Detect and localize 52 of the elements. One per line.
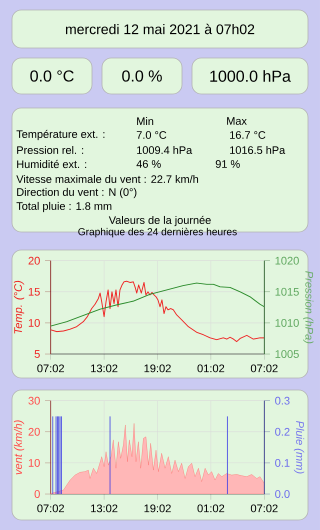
- y-tick-label: 10: [28, 319, 40, 327]
- x-tick-label: 01:02: [197, 504, 224, 512]
- text: Total pluie : 1.8 mm: [16, 202, 112, 212]
- x-tick-label: 13:02: [91, 504, 118, 512]
- text: 46 %: [136, 160, 161, 168]
- y-tick-label: 20: [28, 428, 40, 436]
- y2-tick-label: 1015: [276, 288, 299, 296]
- x-tick-label: 07:02: [250, 504, 278, 512]
- x-tick-label: 13:02: [91, 364, 118, 372]
- y2-tick-label: 1005: [276, 350, 299, 358]
- x-tick-label: 01:02: [197, 364, 224, 372]
- y-tick-label: 5: [34, 350, 40, 358]
- text: Température ext. :: [16, 130, 104, 140]
- text: 1016.5 hPa: [230, 146, 286, 154]
- text: 91 %: [216, 160, 240, 168]
- x-tick-label: 19:02: [144, 504, 171, 512]
- text: 0.0 %: [122, 70, 162, 82]
- y-axis-title: Temp. (°C): [14, 280, 24, 334]
- text: Min: [137, 117, 154, 125]
- text: 16.7 °C: [230, 131, 266, 139]
- text: 0.0 °C: [30, 70, 74, 82]
- y2-tick-label: 0.2: [275, 428, 290, 436]
- text: Pression rel. :: [17, 146, 84, 154]
- y2-tick-label: 1020: [276, 256, 299, 265]
- y-axis-title: vent (km/h): [14, 420, 24, 474]
- text: 1000.0 hPa: [210, 70, 291, 82]
- text: Valeurs de la journée: [108, 216, 211, 226]
- y-tick-label: 20: [28, 256, 40, 265]
- text: mercredi 12 mai 2021 à 07h02: [66, 24, 254, 34]
- y2-tick-label: 0.3: [275, 396, 290, 405]
- x-tick-label: 19:02: [144, 364, 171, 372]
- y2-axis-title: Pluie (mm): [294, 420, 304, 474]
- x-tick-label: 07:02: [37, 364, 64, 372]
- text: 1009.4 hPa: [137, 146, 192, 154]
- y2-axis-title: Pression (hPa): [303, 271, 314, 344]
- y2-tick-label: 1010: [276, 319, 299, 327]
- text: Direction du vent : N (0°): [17, 188, 136, 198]
- y-tick-label: 30: [28, 396, 40, 405]
- x-tick-label: 07:02: [37, 504, 64, 512]
- y2-tick-label: 0.0: [275, 490, 290, 498]
- y-tick-label: 10: [28, 459, 40, 467]
- line-series: [50, 282, 264, 326]
- text: 7.0 °C: [136, 131, 166, 139]
- y-tick-label: 15: [28, 288, 40, 296]
- text: Humidité ext. :: [17, 160, 86, 168]
- y-tick-label: 0: [34, 490, 40, 498]
- text: Vitesse maximale du vent : 22.7 km/h: [16, 174, 198, 184]
- x-tick-label: 07:02: [250, 364, 278, 372]
- text: Max: [227, 117, 247, 125]
- y2-tick-label: 0.1: [275, 459, 290, 467]
- chart-title: Graphique des 24 dernières heures: [78, 228, 237, 238]
- line-series: [50, 280, 264, 342]
